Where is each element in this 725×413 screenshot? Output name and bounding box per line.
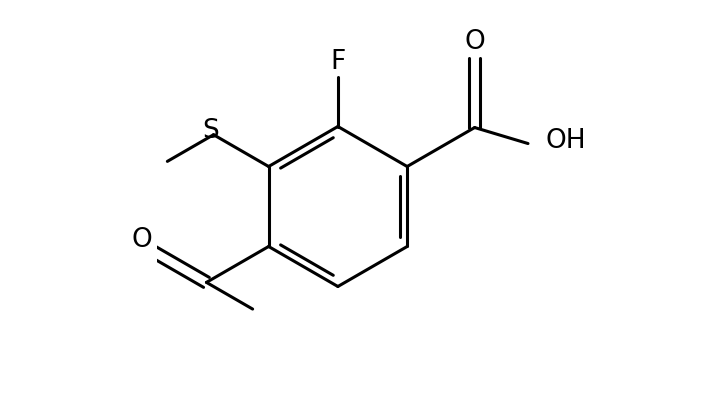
Text: OH: OH [545, 128, 586, 154]
Text: F: F [331, 49, 346, 75]
Text: O: O [464, 29, 485, 55]
Text: O: O [131, 227, 152, 253]
Text: S: S [202, 119, 219, 145]
